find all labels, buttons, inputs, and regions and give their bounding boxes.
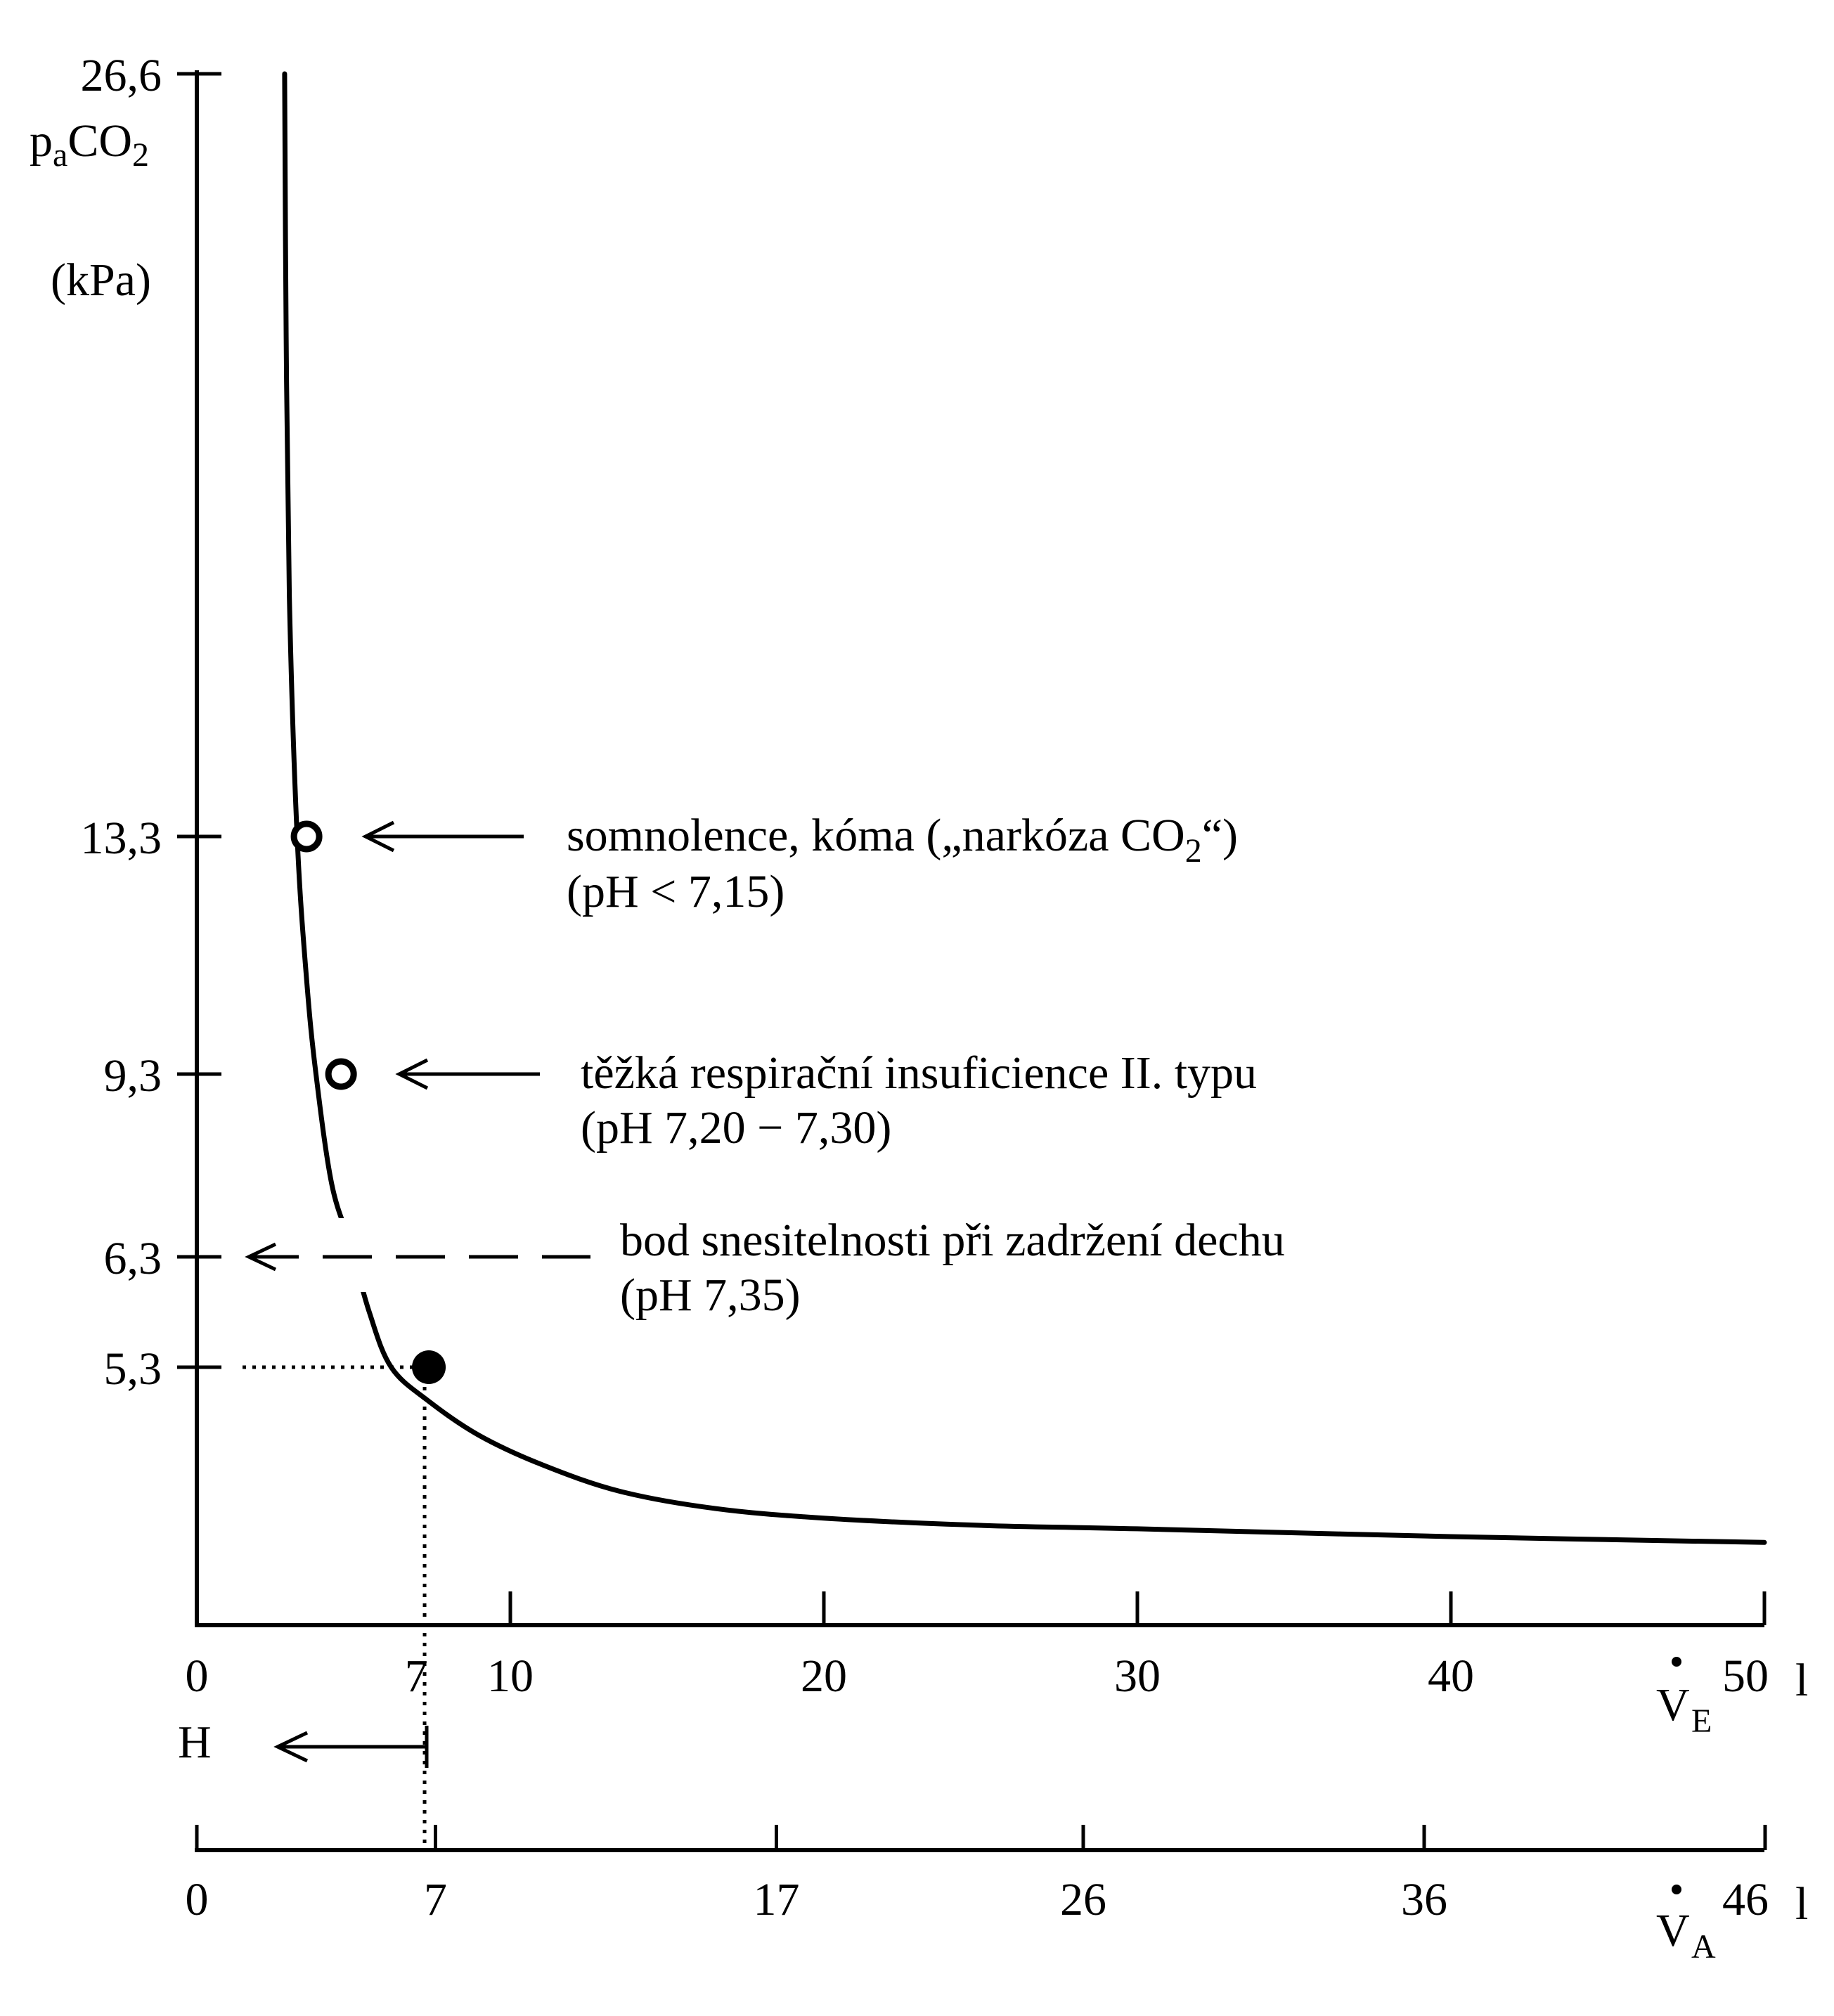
annot-somnolence-sub: 2 — [1185, 832, 1202, 870]
y-tick-label-2: 9,3 — [104, 1050, 162, 1101]
y-ticks: 26,6 13,3 9,3 6,3 5,3 — [81, 50, 221, 1395]
marker-somnolence — [290, 820, 323, 853]
x-axis-va-title: V A l — [1656, 1878, 1808, 1965]
marker-severe-insufficiency — [325, 1058, 357, 1090]
h-arrow-head — [273, 1731, 309, 1763]
annot-insufficiency-text: těžká respirační insuficience II. typu — [581, 1047, 1257, 1099]
x-axis-ve-title: V E l — [1656, 1655, 1808, 1740]
va-subscript: A — [1691, 1928, 1716, 1965]
ve-letter: V — [1656, 1679, 1690, 1731]
y-tick-label-0: 26,6 — [81, 50, 162, 101]
tolerance-arrow-head — [245, 1242, 277, 1272]
ve-tick-label-6: 50 — [1722, 1650, 1769, 1702]
svg-text:somnolence, kóma („narkóza CO: somnolence, kóma („narkóza CO2“) — [567, 810, 1238, 870]
h-indicator: H — [178, 1717, 429, 1768]
paco2-curve — [282, 71, 1767, 1545]
x-ticks-va: 0 7 17 26 36 46 — [186, 1825, 1769, 1925]
y-axis-co: CO — [67, 115, 132, 167]
svg-text:paCO2: paCO2 — [30, 115, 149, 174]
y-axis-co-sub: 2 — [132, 136, 149, 174]
x-ticks-ve: 0 7 10 20 30 40 50 — [186, 1591, 1769, 1702]
curve-markers — [290, 820, 446, 1384]
annot-tolerance-ph: (pH 7,35) — [620, 1269, 801, 1321]
y-tick-label-3: 6,3 — [104, 1233, 162, 1284]
annotation-tolerance: bod snesitelnosti při zadržení dechu (pH… — [620, 1215, 1285, 1321]
va-tick-label-4: 36 — [1401, 1874, 1447, 1925]
ve-tick-label-5: 40 — [1428, 1650, 1474, 1702]
ve-tick-label-4: 30 — [1114, 1650, 1161, 1702]
ve-tick-label-2: 10 — [487, 1650, 534, 1702]
ve-unit: l — [1795, 1655, 1808, 1706]
annot-insufficiency-ph: (pH 7,20 − 7,30) — [581, 1102, 891, 1154]
y-axis-title: paCO2 (kPa) — [30, 115, 151, 306]
annotation-somnolence: somnolence, kóma („narkóza CO2“) (pH < 7… — [567, 810, 1238, 917]
va-tick-label-1: 7 — [424, 1874, 447, 1925]
y-axis-p-sub: a — [53, 136, 67, 174]
va-dot — [1672, 1885, 1681, 1894]
y-tick-label-1: 13,3 — [81, 813, 162, 864]
y-axis-unit: (kPa) — [51, 254, 151, 306]
ve-tick-label-3: 20 — [801, 1650, 847, 1702]
marker-normal — [412, 1350, 446, 1384]
va-tick-label-5: 46 — [1722, 1874, 1769, 1925]
insufficiency-arrow — [395, 1058, 540, 1090]
va-letter: V — [1656, 1905, 1690, 1956]
ve-dot — [1672, 1657, 1681, 1667]
y-axis-p: p — [30, 115, 53, 167]
somnolence-arrow — [361, 820, 524, 853]
va-tick-label-3: 26 — [1060, 1874, 1106, 1925]
va-unit: l — [1795, 1878, 1808, 1930]
y-tick-label-4: 5,3 — [104, 1343, 162, 1395]
va-tick-label-2: 17 — [754, 1874, 800, 1925]
ve-subscript: E — [1691, 1702, 1712, 1740]
annot-somnolence-ph: (pH < 7,15) — [567, 866, 784, 917]
annot-somnolence-end: “) — [1202, 810, 1238, 861]
annot-somnolence-text: somnolence, kóma („narkóza CO — [567, 810, 1185, 861]
annot-tolerance-text: bod snesitelnosti při zadržení dechu — [620, 1215, 1285, 1266]
annotation-insufficiency: těžká respirační insuficience II. typu (… — [581, 1047, 1257, 1154]
ve-tick-label-0: 0 — [186, 1650, 209, 1702]
va-tick-label-0: 0 — [186, 1874, 209, 1925]
h-label: H — [178, 1717, 212, 1768]
